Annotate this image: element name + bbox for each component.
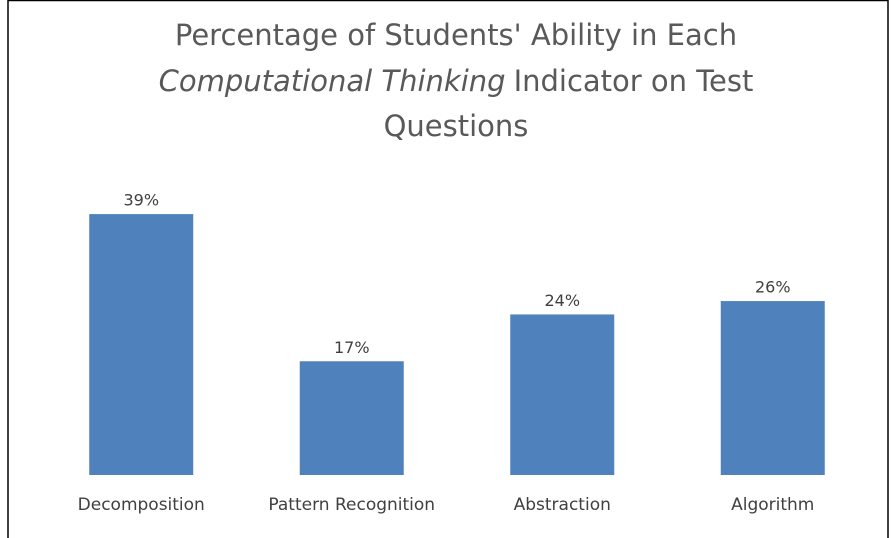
x-tick-label: Pattern Recognition bbox=[268, 495, 435, 515]
bar bbox=[510, 314, 615, 475]
bar bbox=[299, 361, 404, 475]
x-tick-label: Algorithm bbox=[731, 495, 814, 515]
x-tick-label: Abstraction bbox=[514, 495, 611, 515]
bar bbox=[89, 214, 194, 475]
data-label: 17% bbox=[334, 338, 370, 357]
chart-title-part: Indicator on Test bbox=[514, 64, 754, 98]
chart-title: Computational Thinking Indicator on Test bbox=[159, 64, 754, 98]
bar bbox=[720, 301, 825, 475]
chart-title-italic: Computational Thinking bbox=[159, 64, 506, 98]
data-label: 24% bbox=[544, 291, 580, 310]
chart-title: Questions bbox=[384, 109, 529, 143]
data-label: 26% bbox=[755, 278, 791, 297]
data-label: 39% bbox=[123, 191, 159, 210]
chart-title: Percentage of Students' Ability in Each bbox=[175, 18, 737, 52]
x-tick-label: Decomposition bbox=[78, 495, 205, 515]
